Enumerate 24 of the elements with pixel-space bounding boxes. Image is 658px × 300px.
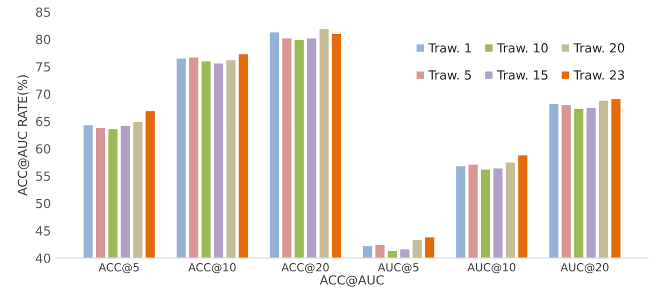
y-tick-label: 50: [36, 198, 50, 208]
y-tick-label: 40: [36, 253, 50, 263]
legend-label: Traw. 5: [428, 70, 471, 80]
x-axis-title: ACC@AUC: [320, 275, 384, 287]
y-axis-title: ACC@AUC RATE(%): [18, 75, 30, 196]
y-tick-label: 55: [36, 172, 50, 181]
y-tick-label: 70: [36, 89, 50, 99]
legend-label: Traw. 20: [573, 43, 624, 53]
x-tick-label: AUC@20: [560, 263, 609, 274]
legend-label: Traw. 15: [496, 70, 548, 80]
x-tick-label: AUC@5: [378, 263, 418, 274]
x-tick-label: ACC@20: [281, 263, 329, 274]
y-tick-label: 45: [36, 226, 50, 236]
y-tick-label: 60: [36, 144, 50, 154]
y-tick-label: 75: [36, 62, 50, 72]
x-tick-label: ACC@10: [188, 263, 236, 274]
legend-label: Traw. 1: [428, 43, 471, 53]
x-tick-label: AUC@10: [467, 263, 516, 274]
y-tick-label: 65: [36, 116, 50, 126]
legend-label: Traw. 10: [496, 43, 548, 53]
y-tick-label: 85: [36, 7, 50, 17]
y-tick-label: 80: [36, 34, 50, 44]
x-tick-label: ACC@5: [98, 263, 139, 274]
legend-label: Traw. 23: [573, 70, 624, 80]
